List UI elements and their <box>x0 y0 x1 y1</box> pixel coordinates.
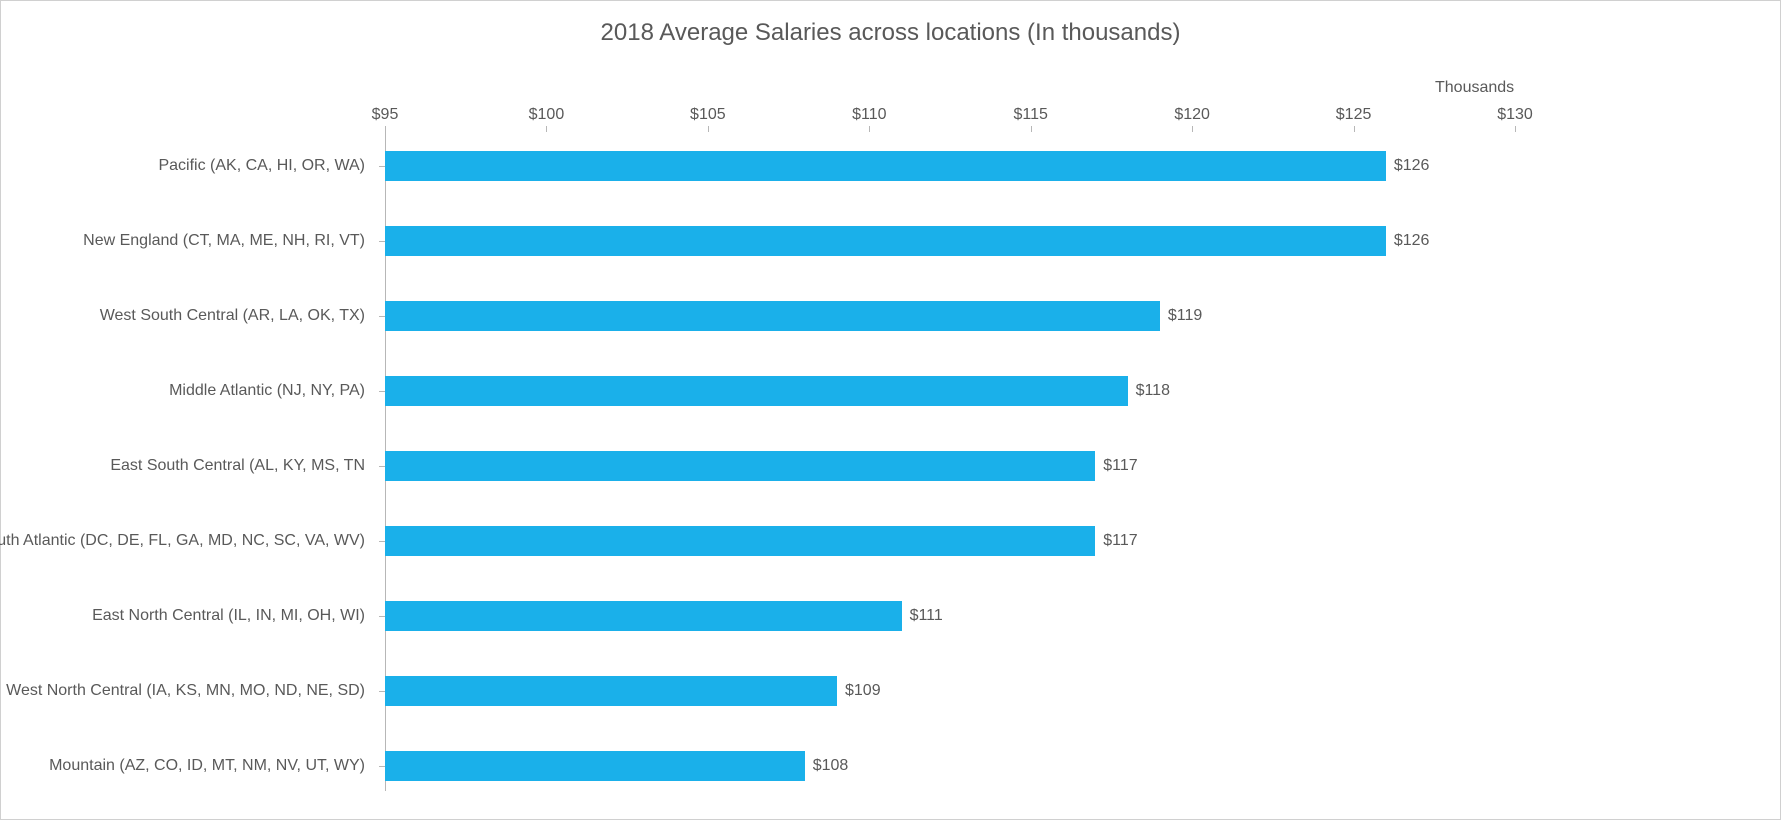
bar-row: Middle Atlantic (NJ, NY, PA)$118 <box>385 376 1515 406</box>
bar: $117 <box>385 451 1095 481</box>
salary-chart: 2018 Average Salaries across locations (… <box>0 0 1781 820</box>
bar-value-label: $109 <box>845 682 881 700</box>
x-tick-mark <box>1192 126 1193 132</box>
bar: $118 <box>385 376 1128 406</box>
x-tick-mark <box>546 126 547 132</box>
x-tick-label: $120 <box>1174 106 1210 124</box>
chart-title: 2018 Average Salaries across locations (… <box>1 19 1780 47</box>
category-label: South Atlantic (DC, DE, FL, GA, MD, NC, … <box>0 532 365 550</box>
x-tick-label: $105 <box>690 106 726 124</box>
bars-area: Pacific (AK, CA, HI, OR, WA)$126 New Engl… <box>385 141 1515 791</box>
category-label: Mountain (AZ, CO, ID, MT, NM, NV, UT, WY… <box>49 757 365 775</box>
bar-row: Pacific (AK, CA, HI, OR, WA)$126 <box>385 151 1515 181</box>
x-tick-mark <box>708 126 709 132</box>
x-tick-mark <box>1354 126 1355 132</box>
bar-row: West North Central (IA, KS, MN, MO, ND, … <box>385 676 1515 706</box>
bar-value-label: $117 <box>1103 457 1137 475</box>
bar-row: South Atlantic (DC, DE, FL, GA, MD, NC, … <box>385 526 1515 556</box>
bar-row: New England (CT, MA, ME, NH, RI, VT)$126 <box>385 226 1515 256</box>
bar-value-label: $117 <box>1103 532 1137 550</box>
bar-value-label: $111 <box>910 607 943 625</box>
category-label: West South Central (AR, LA, OK, TX) <box>100 307 365 325</box>
bar-row: East South Central (AL, KY, MS, TN$117 <box>385 451 1515 481</box>
bar: $109 <box>385 676 837 706</box>
bar-value-label: $126 <box>1394 157 1430 175</box>
x-tick-mark <box>869 126 870 132</box>
bar-row: West South Central (AR, LA, OK, TX)$119 <box>385 301 1515 331</box>
bar: $119 <box>385 301 1160 331</box>
x-tick-label: $110 <box>852 106 886 124</box>
bar-value-label: $126 <box>1394 232 1430 250</box>
x-tick-label: $130 <box>1497 106 1533 124</box>
secondary-axis-label: Thousands <box>1435 79 1514 97</box>
bar-value-label: $118 <box>1136 382 1170 400</box>
category-label: Middle Atlantic (NJ, NY, PA) <box>169 382 365 400</box>
bar-row: Mountain (AZ, CO, ID, MT, NM, NV, UT, WY… <box>385 751 1515 781</box>
bar-value-label: $108 <box>813 757 849 775</box>
bar: $111 <box>385 601 902 631</box>
category-label: Pacific (AK, CA, HI, OR, WA) <box>158 157 365 175</box>
x-tick-mark <box>1031 126 1032 132</box>
x-tick-mark <box>1515 126 1516 132</box>
category-label: New England (CT, MA, ME, NH, RI, VT) <box>83 232 365 250</box>
bar: $117 <box>385 526 1095 556</box>
bar-value-label: $119 <box>1168 307 1202 325</box>
bar-row: East North Central (IL, IN, MI, OH, WI)$… <box>385 601 1515 631</box>
category-label: West North Central (IA, KS, MN, MO, ND, … <box>6 682 365 700</box>
x-tick-label: $125 <box>1336 106 1372 124</box>
x-tick-label: $95 <box>372 106 399 124</box>
category-label: East North Central (IL, IN, MI, OH, WI) <box>92 607 365 625</box>
x-tick-label: $100 <box>529 106 565 124</box>
bar: $108 <box>385 751 805 781</box>
bar: $126 <box>385 151 1386 181</box>
x-tick-label: $115 <box>1014 106 1048 124</box>
category-label: East South Central (AL, KY, MS, TN <box>110 457 365 475</box>
bar: $126 <box>385 226 1386 256</box>
